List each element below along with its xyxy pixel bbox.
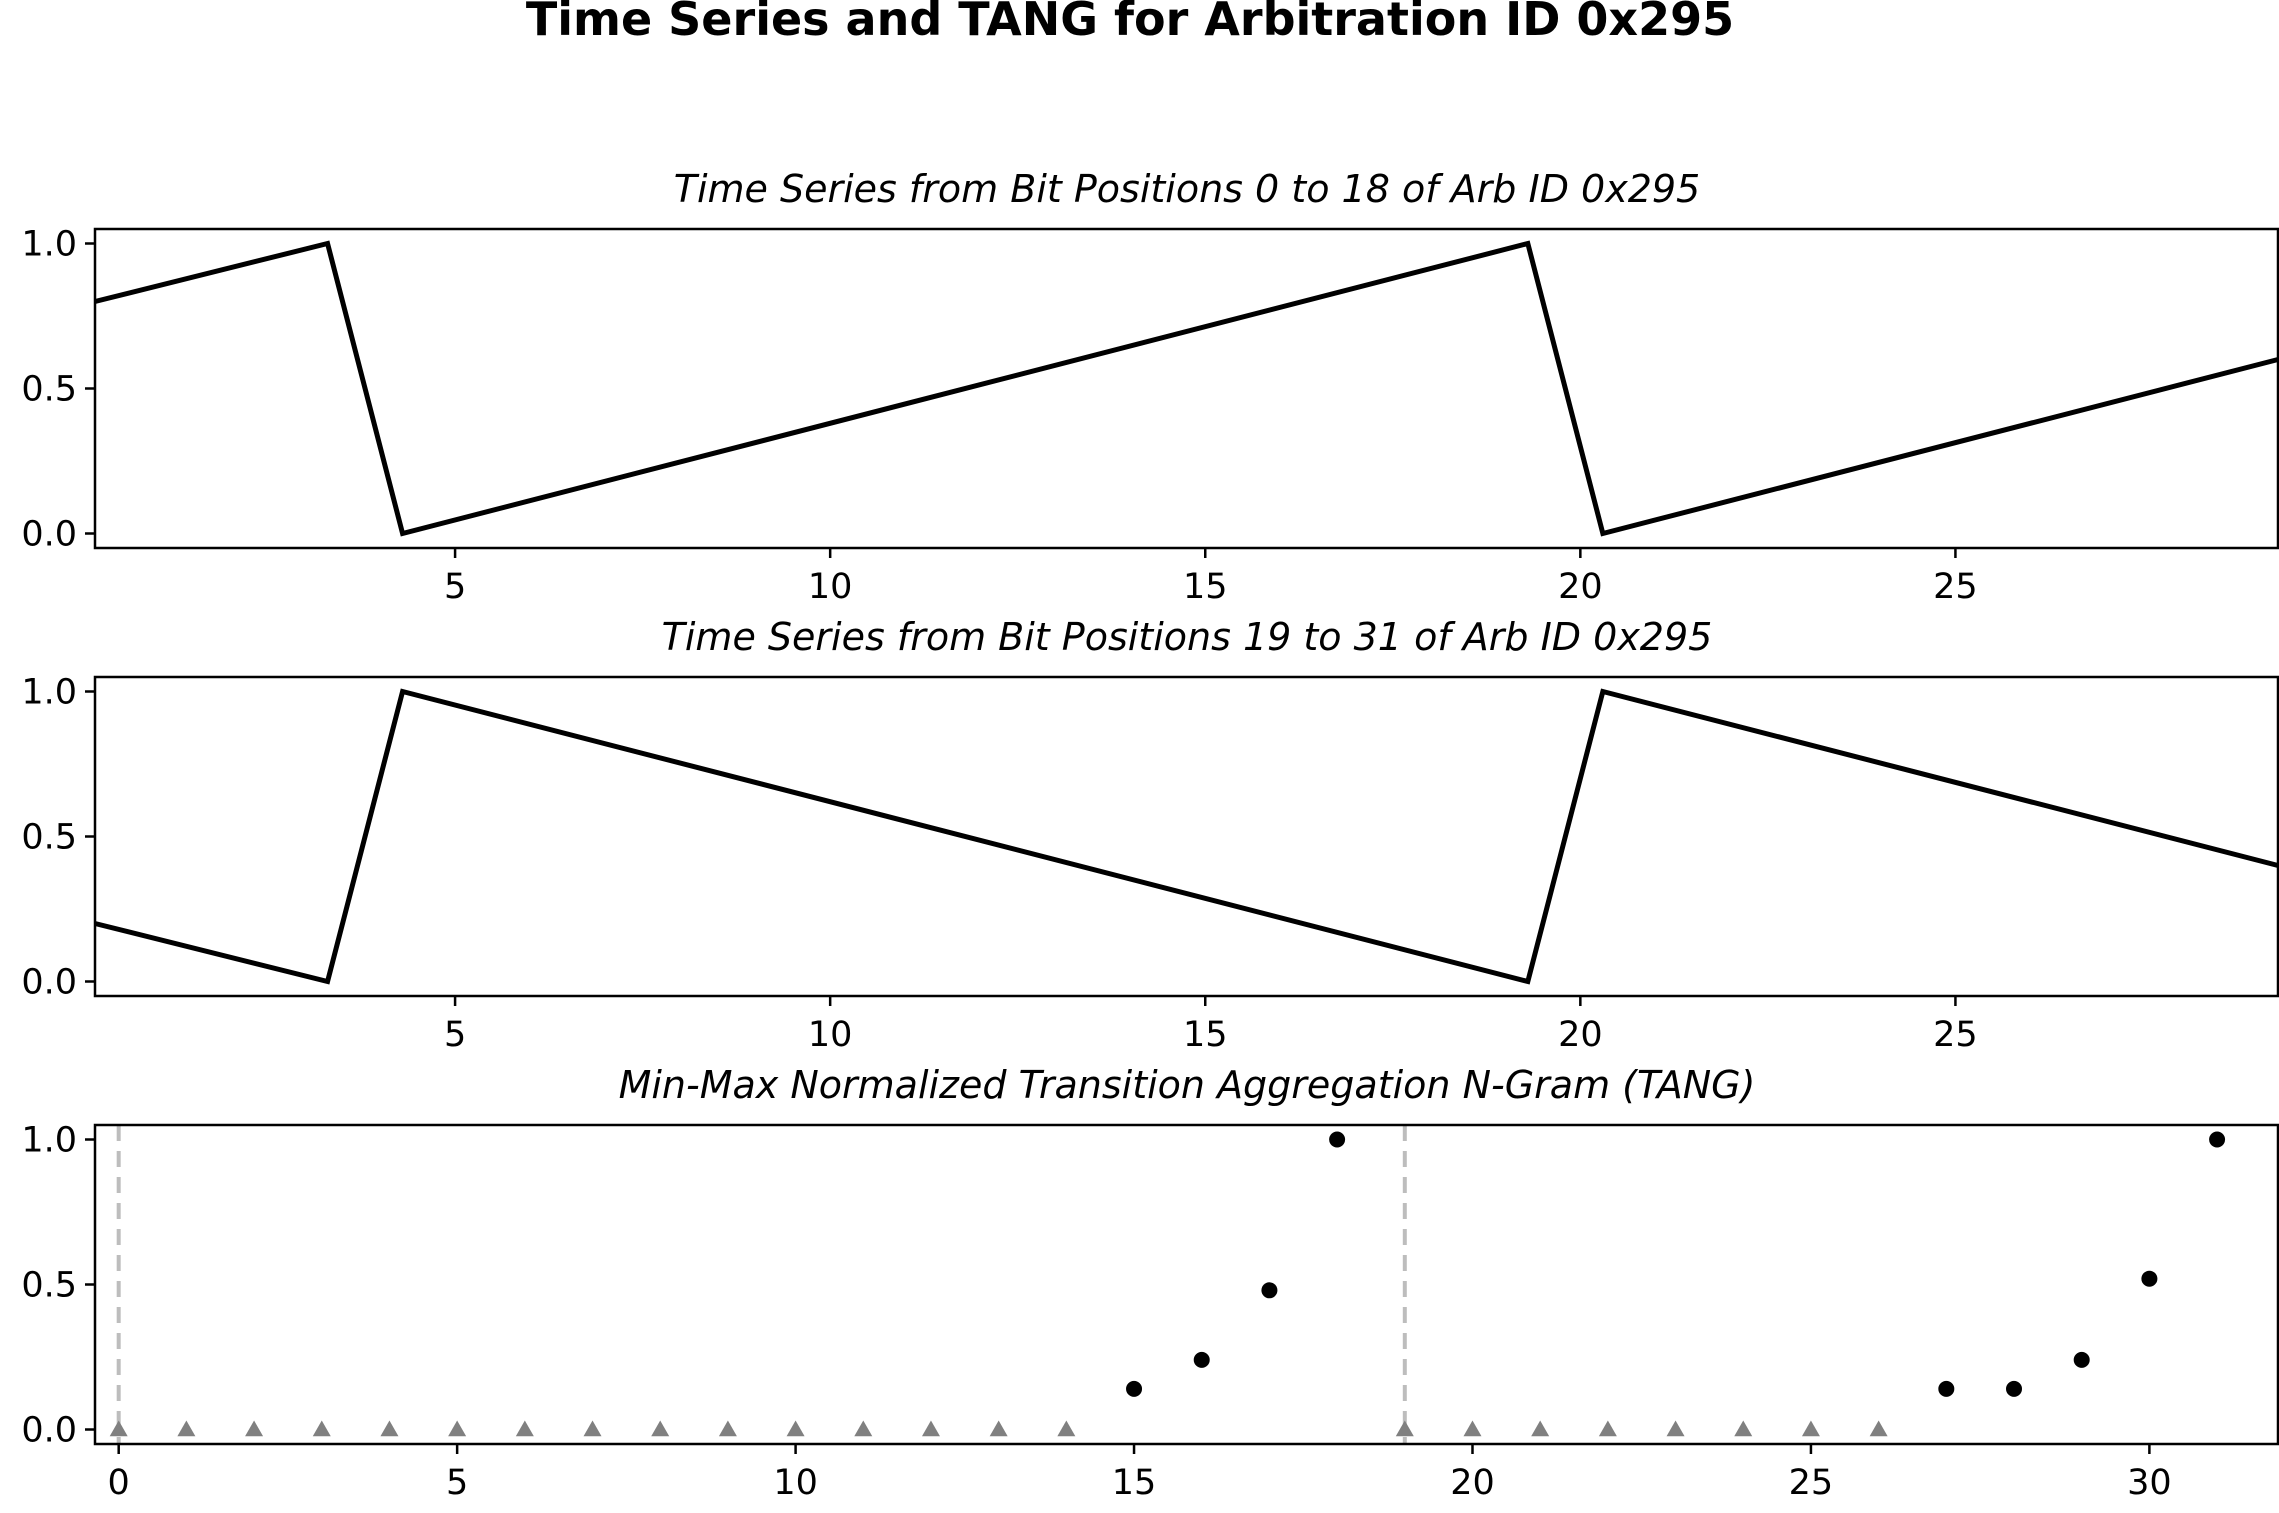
series-line	[94, 240, 2279, 537]
y-tick-label: 1.0	[21, 673, 77, 713]
panel-title: Time Series from Bit Positions 0 to 18 o…	[674, 167, 1701, 211]
zero-marker	[989, 1420, 1008, 1437]
zero-marker	[1598, 1420, 1617, 1437]
x-tick-label: 5	[444, 567, 466, 607]
zero-marker	[854, 1420, 873, 1437]
axes-frame	[93, 227, 2279, 550]
zero-marker	[1734, 1420, 1753, 1437]
zero-marker	[583, 1420, 602, 1437]
zero-marker	[1395, 1420, 1414, 1437]
y-tick-label: 0.0	[21, 963, 77, 1003]
zero-marker	[312, 1420, 331, 1437]
y-tick-label: 0.5	[21, 370, 77, 410]
zero-marker	[1463, 1420, 1482, 1437]
y-tick-label: 0.0	[21, 1411, 77, 1451]
panel-title: Min-Max Normalized Transition Aggregatio…	[619, 1063, 1756, 1107]
zero-marker	[245, 1420, 264, 1437]
x-tick-label: 10	[773, 1463, 818, 1503]
y-tick-label: 1.0	[21, 1121, 77, 1161]
series-line	[94, 688, 2279, 985]
data-point	[1329, 1131, 1346, 1148]
y-tick-label: 1.0	[21, 225, 77, 265]
data-point	[2006, 1380, 2023, 1397]
axes-frame	[93, 675, 2279, 998]
zero-marker	[177, 1420, 196, 1437]
x-tick-label: 15	[1183, 1015, 1228, 1055]
zero-marker	[1869, 1420, 1888, 1437]
data-point	[2073, 1351, 2090, 1368]
x-tick-label: 20	[1558, 567, 1603, 607]
data-point	[1193, 1351, 1210, 1368]
zero-marker	[515, 1420, 534, 1437]
y-tick-label: 0.0	[21, 515, 77, 555]
zero-marker	[1666, 1420, 1685, 1437]
zero-marker	[718, 1420, 737, 1437]
x-tick-label: 5	[446, 1463, 468, 1503]
panel-time-series-top: Time Series from Bit Positions 0 to 18 o…	[21, 167, 2279, 607]
data-point	[1261, 1282, 1278, 1299]
axes-frame	[93, 1123, 2279, 1446]
panel-time-series-middle: Time Series from Bit Positions 19 to 31 …	[21, 615, 2279, 1055]
panel-tang-scatter: Min-Max Normalized Transition Aggregatio…	[21, 1063, 2279, 1503]
figure-title: Time Series and TANG for Arbitration ID …	[526, 0, 1734, 46]
x-tick-label: 25	[1933, 567, 1978, 607]
x-tick-label: 20	[1558, 1015, 1603, 1055]
x-tick-label: 30	[2127, 1463, 2172, 1503]
x-tick-label: 20	[1450, 1463, 1495, 1503]
zero-marker	[1531, 1420, 1550, 1437]
data-point	[2141, 1270, 2158, 1287]
zero-marker	[1057, 1420, 1076, 1437]
x-tick-label: 25	[1789, 1463, 1834, 1503]
zero-marker	[380, 1420, 399, 1437]
data-point	[1126, 1380, 1143, 1397]
x-tick-label: 10	[808, 1015, 853, 1055]
zero-marker	[651, 1420, 670, 1437]
y-tick-label: 0.5	[21, 818, 77, 858]
x-tick-label: 15	[1183, 567, 1228, 607]
x-tick-label: 25	[1933, 1015, 1978, 1055]
zero-marker	[448, 1420, 467, 1437]
panel-title: Time Series from Bit Positions 19 to 31 …	[662, 615, 1713, 659]
zero-marker	[921, 1420, 940, 1437]
x-tick-label: 15	[1112, 1463, 1157, 1503]
data-point	[2209, 1131, 2226, 1148]
zero-marker	[109, 1420, 128, 1437]
x-tick-label: 10	[808, 567, 853, 607]
data-point	[1938, 1380, 1955, 1397]
x-tick-label: 5	[444, 1015, 466, 1055]
zero-marker	[1801, 1420, 1820, 1437]
zero-marker	[786, 1420, 805, 1437]
x-tick-label: 0	[108, 1463, 130, 1503]
y-tick-label: 0.5	[21, 1266, 77, 1306]
